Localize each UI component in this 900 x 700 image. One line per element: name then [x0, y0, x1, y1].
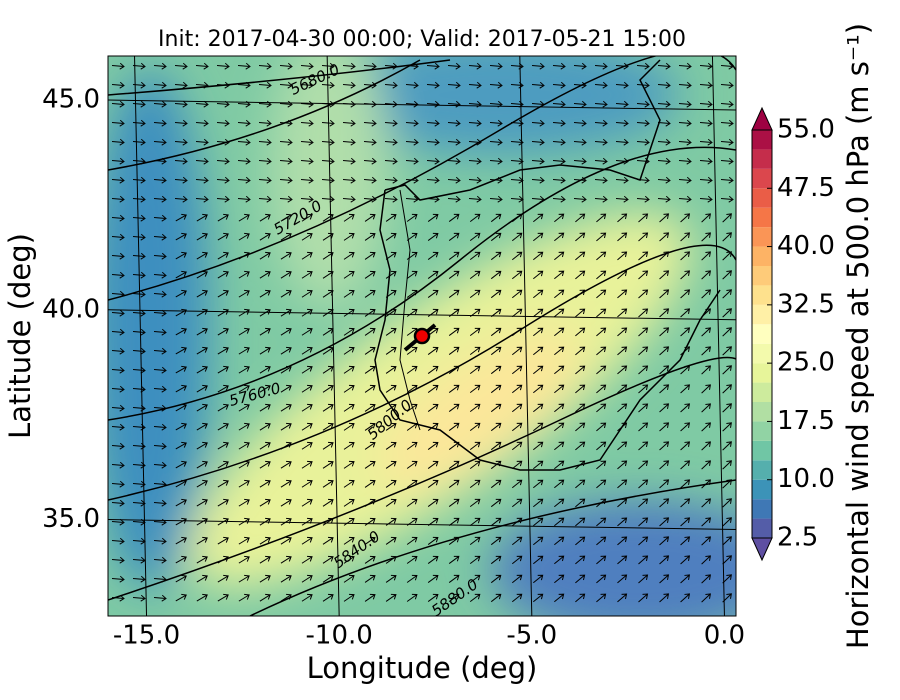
x-tick-label: -15.0: [113, 621, 180, 651]
colorbar-tick-label: 10.0: [777, 464, 835, 494]
colorbar-tick-label: 55.0: [777, 115, 835, 145]
colorbar-band: [752, 130, 772, 150]
colorbar-band: [752, 440, 772, 461]
colorbar-tick-label: 40.0: [777, 231, 835, 261]
colorbar-band: [752, 285, 772, 305]
wind-arrows: [111, 62, 734, 603]
parallel: [108, 519, 736, 531]
colorbar-band: [752, 266, 772, 286]
colorbar-band: [752, 402, 772, 422]
colorbar-band: [752, 460, 772, 480]
colorbar-band: [752, 149, 772, 169]
site-marker: [413, 327, 431, 345]
x-tick-label: -10.0: [306, 621, 373, 651]
parallel: [108, 309, 736, 321]
colorbar-band: [752, 227, 772, 247]
colorbar-band: [752, 304, 772, 325]
title: Init: 2017-04-30 00:00; Valid: 2017-05-2…: [158, 27, 686, 52]
colorbar-band: [752, 421, 772, 441]
colorbar-band: [752, 188, 772, 208]
colorbar-extend-top: [751, 106, 773, 131]
colorbar-band: [752, 363, 772, 383]
y-tick-label: 45.0: [42, 85, 100, 115]
x-axis-label: Longitude (deg): [307, 651, 538, 685]
y-axis-label: Latitude (deg): [3, 233, 37, 439]
meridian: [326, 56, 340, 616]
colorbar-frame: [751, 129, 773, 539]
map-field: [108, 56, 736, 616]
colorbar-extend-bottom: [751, 537, 773, 562]
colorbar-band: [752, 499, 772, 519]
meridian: [519, 56, 533, 616]
colorbar-band: [752, 479, 772, 500]
colorbar-tick-label: 32.5: [777, 289, 835, 319]
y-tick-label: 35.0: [42, 504, 100, 534]
x-tick-label: -5.0: [506, 621, 557, 651]
colorbar-band: [752, 343, 772, 364]
colorbar-band: [752, 246, 772, 266]
colorbar-band: [752, 207, 772, 228]
colorbar-band: [752, 518, 772, 538]
parallel: [108, 99, 736, 111]
colorbar-band: [752, 168, 772, 189]
colorbar-band: [752, 382, 772, 402]
colorbar-tick-label: 17.5: [777, 406, 835, 436]
y-tick-label: 40.0: [42, 294, 100, 324]
plot-frame: [107, 55, 737, 617]
colorbar-tick-label: 25.0: [777, 348, 835, 378]
colorbar-label: Horizontal wind speed at 500.0 hPa (m s⁻…: [841, 23, 875, 649]
colorbar-band: [752, 324, 772, 344]
meridian: [711, 56, 725, 616]
meridian: [134, 56, 148, 616]
colorbar-tick-label: 2.5: [777, 523, 818, 553]
x-tick-label: 0.0: [704, 621, 745, 651]
colorbar-tick-label: 47.5: [777, 173, 835, 203]
